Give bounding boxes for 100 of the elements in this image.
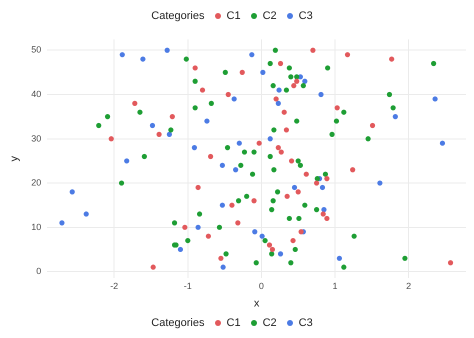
point [389,56,394,62]
point [233,167,238,172]
point [260,70,266,75]
text: Categories [151,317,204,329]
point [164,48,170,53]
point [334,105,340,110]
point [350,167,356,172]
point [314,180,320,186]
point [240,70,245,75]
point [320,211,326,217]
point [448,260,454,266]
point [321,207,327,212]
point [232,96,237,102]
y-axis-title: y [8,155,21,162]
point [170,114,175,120]
point [156,132,162,137]
point [278,251,284,256]
point [120,52,125,58]
point [310,48,316,53]
point [284,127,290,133]
point [140,56,146,62]
y-tick-label: 50 [31,44,42,55]
text: C1 [226,317,241,329]
point [229,202,235,208]
point [324,216,330,222]
point [324,176,330,182]
legend-label: C3 [298,10,313,22]
point [278,149,284,155]
y-tick-label: 20 [31,178,42,188]
point [192,65,198,71]
y-tick-label: 10 [31,222,42,232]
text: C2 [262,317,277,329]
point [266,242,272,248]
point [344,52,350,58]
point [392,114,398,120]
point [304,172,309,177]
point [124,158,130,164]
legend-label: C2 [262,10,277,22]
point [195,224,201,230]
point [294,78,300,84]
point [370,122,376,128]
point [251,198,257,204]
point [218,256,224,261]
x-axis-title: x [254,297,260,310]
point [70,189,75,194]
point [274,96,279,102]
y-tick-label: 0 [36,266,42,276]
point [208,154,214,160]
point [108,136,114,142]
point [206,234,211,239]
point [282,110,287,115]
point [220,162,225,168]
point [132,100,138,106]
point [432,96,438,102]
point [150,122,156,128]
point [204,118,210,124]
x-tick-label: -2 [110,280,118,291]
point [336,256,342,261]
point [236,140,242,146]
point [440,140,446,146]
point [150,264,156,270]
point [200,87,206,93]
point [220,264,226,270]
point [256,140,262,146]
x-tick-label: -1 [184,280,192,291]
legend-title: Categories [151,10,204,22]
point [290,238,296,244]
x-tick-label: 0 [258,280,264,291]
y-tick-label: 40 [31,88,42,99]
point [292,184,298,190]
point [249,52,254,58]
point [377,180,382,186]
text: C3 [298,317,313,329]
point [166,132,172,137]
point [235,220,240,226]
point [226,92,231,98]
point [318,92,324,98]
point [291,83,296,88]
point [296,189,301,194]
point [178,246,184,252]
point [252,229,258,234]
point [195,184,201,190]
point [320,184,326,190]
point [268,136,273,142]
point [276,145,281,150]
point [260,234,265,239]
x-tick-label: 2 [406,280,412,291]
point [302,78,308,84]
point [276,100,281,106]
point [182,224,188,230]
point [278,60,284,66]
point [284,194,290,199]
point [288,158,294,164]
legend-label: C1 [226,10,241,22]
point [276,87,282,93]
point [59,220,65,226]
y-tick-label: 30 [31,133,42,144]
point [220,202,225,208]
point [270,246,276,252]
point [84,211,89,217]
